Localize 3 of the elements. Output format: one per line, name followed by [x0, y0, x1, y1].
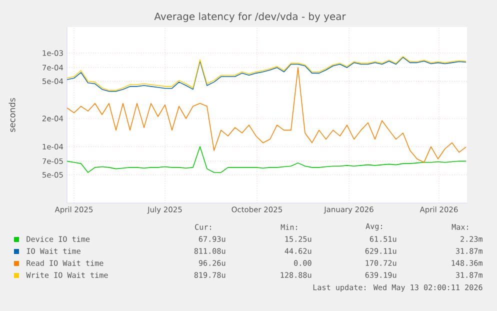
y-axis-title: seconds: [8, 98, 16, 132]
chart-title: Average latency for /dev/vda - by year: [154, 12, 346, 22]
line-series: [67, 67, 466, 163]
